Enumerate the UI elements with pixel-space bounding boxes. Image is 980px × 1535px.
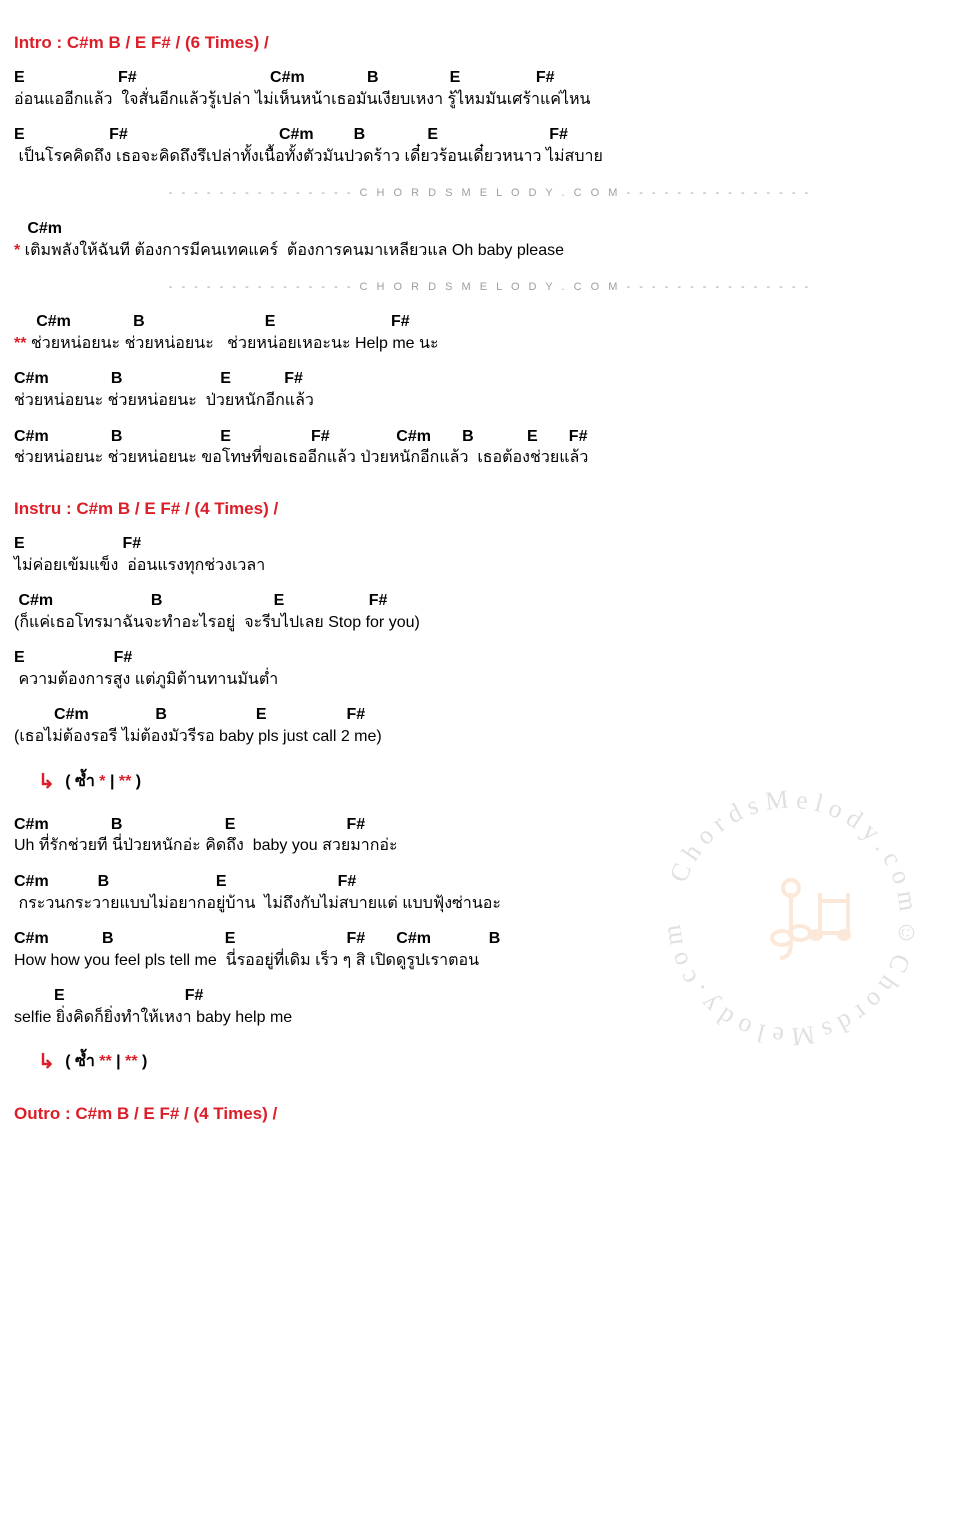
asterisk-mark: ** xyxy=(119,773,131,790)
lyric-text: ช่วยหน่อยนะ ช่วยหน่อยนะ ช่วยหน่อยเหอะนะ … xyxy=(26,335,438,352)
chord-line: C#m B E F# xyxy=(14,705,966,726)
intro-label: Intro : C#m B / E F# / (6 Times) / xyxy=(14,32,966,54)
asterisk-mark: ** xyxy=(99,1054,111,1071)
divider: - - - - - - - - - - - - - - - C H O R D … xyxy=(14,186,966,200)
lyric-line: กระวนกระวายแบบไม่อยากอยู่บ้าน ไม่ถึงกับไ… xyxy=(14,893,966,915)
lyric-line: (ก็แค่เธอโทรมาฉันจะทำอะไรอยู่ จะรีบไปเลย… xyxy=(14,612,966,634)
chord-line: C#m B E F# xyxy=(14,872,966,893)
lyric-line: ** ช่วยหน่อยนะ ช่วยหน่อยนะ ช่วยหน่อยเหอะ… xyxy=(14,333,966,355)
chord-line: C#m B E F# xyxy=(14,369,966,390)
lyric-line: ความต้องการสูง แต่ภูมิต้านทานมันต่ำ xyxy=(14,669,966,691)
chord-line: E F# xyxy=(14,648,966,669)
chord-line: C#m B E F# C#m B E F# xyxy=(14,427,966,448)
repeat-text: ( ซ้ำ xyxy=(65,773,99,790)
lyric-line: เป็นโรคคิดถึง เธอจะคิดถึงรึเปล่าทั้งเนื้… xyxy=(14,146,966,168)
lyric-line: (เธอไม่ต้องรอรี ไม่ต้องมัวรีรอ baby pls … xyxy=(14,726,966,748)
lyric-line: อ่อนแออีกแล้ว ใจสั่นอีกแล้วรู้เปล่า ไม่เ… xyxy=(14,89,966,111)
lyric-line: Uh ที่รักช่วยที นี่ป่วยหนักอ่ะ คิดถึง ba… xyxy=(14,835,966,857)
repeat-sep: | xyxy=(112,1054,125,1071)
lyric-line: ไม่ค่อยเข้มแข็ง อ่อนแรงทุกช่วงเวลา xyxy=(14,555,966,577)
chord-line: C#m B E F# xyxy=(14,815,966,836)
repeat-marker: ↳ ( ซ้ำ ** | ** ) xyxy=(38,1049,966,1075)
repeat-arrow-icon: ↳ xyxy=(38,1051,55,1073)
chord-line: E F# C#m B E F# xyxy=(14,68,966,89)
chord-line: E F# xyxy=(14,534,966,555)
repeat-arrow-icon: ↳ xyxy=(38,771,55,793)
repeat-marker: ↳ ( ซ้ำ * | ** ) xyxy=(38,769,966,795)
repeat-sep: | xyxy=(106,773,119,790)
chord-line: C#m B E F# C#m B xyxy=(14,929,966,950)
lyric-line: * เติมพลังให้ฉันที ต้องการมีคนเทคแคร์ ต้… xyxy=(14,240,966,262)
repeat-text: ) xyxy=(138,1054,148,1071)
chord-line: C#m xyxy=(14,219,966,240)
repeat-text: ) xyxy=(131,773,141,790)
lyric-line: ช่วยหน่อยนะ ช่วยหน่อยนะ ป่วยหนักอีกแล้ว xyxy=(14,390,966,412)
lyric-text: เติมพลังให้ฉันที ต้องการมีคนเทคแคร์ ต้อง… xyxy=(20,242,564,259)
chord-line: E F# xyxy=(14,986,966,1007)
instru-label: Instru : C#m B / E F# / (4 Times) / xyxy=(14,498,966,520)
lyric-line: ช่วยหน่อยนะ ช่วยหน่อยนะ ขอโทษที่ขอเธออีก… xyxy=(14,447,966,469)
outro-label: Outro : C#m B / E F# / (4 Times) / xyxy=(14,1103,966,1125)
repeat-text: ( ซ้ำ xyxy=(65,1054,99,1071)
asterisk-mark: ** xyxy=(125,1054,137,1071)
lyric-line: How how you feel pls tell me นี่รออยู่ที… xyxy=(14,950,966,972)
divider: - - - - - - - - - - - - - - - C H O R D … xyxy=(14,280,966,294)
chord-line: C#m B E F# xyxy=(14,591,966,612)
chord-line: E F# C#m B E F# xyxy=(14,125,966,146)
chord-line: C#m B E F# xyxy=(14,312,966,333)
lyric-line: selfie ยิ่งคิดก็ยิ่งทำให้เหงา baby help … xyxy=(14,1007,966,1029)
asterisk-mark: ** xyxy=(14,335,26,352)
